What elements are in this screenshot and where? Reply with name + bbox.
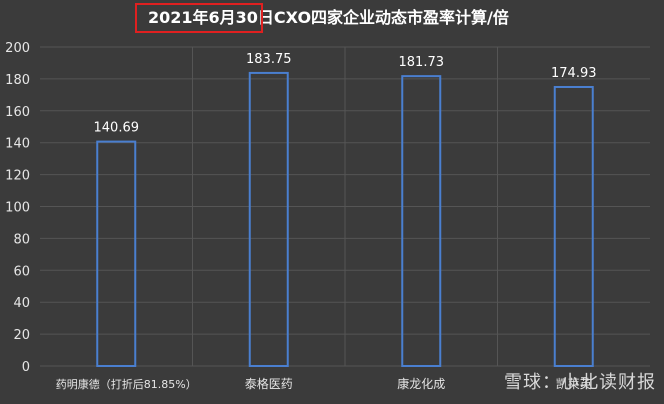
bar-0	[96, 140, 137, 367]
watermark: 雪球：小北读财报	[504, 372, 656, 393]
chart-title: 2021年6月30日CXO四家企业动态市盈率计算/倍	[148, 8, 509, 27]
x-axis-labels: 药明康德（打折后81.85%） 泰格医药 康龙化成 凯莱英	[56, 376, 592, 391]
y-tick-label: 40	[13, 296, 30, 311]
data-label-2: 181.73	[399, 55, 445, 70]
x-tick-label-1: 泰格医药	[245, 376, 293, 391]
data-label-3: 174.93	[551, 66, 597, 81]
gridlines	[40, 46, 650, 367]
x-tick-label-2: 康龙化成	[397, 376, 445, 391]
x-tick-label-3: 凯莱英	[556, 377, 592, 391]
bar-1	[248, 71, 289, 367]
bars	[96, 71, 594, 367]
data-label-0: 140.69	[94, 121, 140, 136]
y-tick-label: 60	[13, 264, 30, 279]
title-highlight-box	[135, 3, 263, 33]
y-axis-ticks: 0 20 40 60 80 100 120 140 160 180 200	[5, 41, 30, 375]
bar-3	[553, 85, 594, 367]
y-tick-label: 20	[13, 328, 30, 343]
data-labels: 140.69 183.75 181.73 174.93	[94, 52, 597, 136]
y-tick-label: 0	[22, 360, 30, 375]
y-tick-label: 180	[5, 73, 30, 88]
bar-2	[401, 75, 442, 367]
y-tick-label: 120	[5, 169, 30, 184]
y-tick-label: 200	[5, 41, 30, 56]
data-label-1: 183.75	[246, 52, 292, 67]
y-tick-label: 140	[5, 137, 30, 152]
y-tick-label: 80	[13, 232, 30, 247]
y-tick-label: 160	[5, 105, 30, 120]
y-tick-label: 100	[5, 201, 30, 216]
x-tick-label-0: 药明康德（打折后81.85%）	[56, 377, 197, 391]
